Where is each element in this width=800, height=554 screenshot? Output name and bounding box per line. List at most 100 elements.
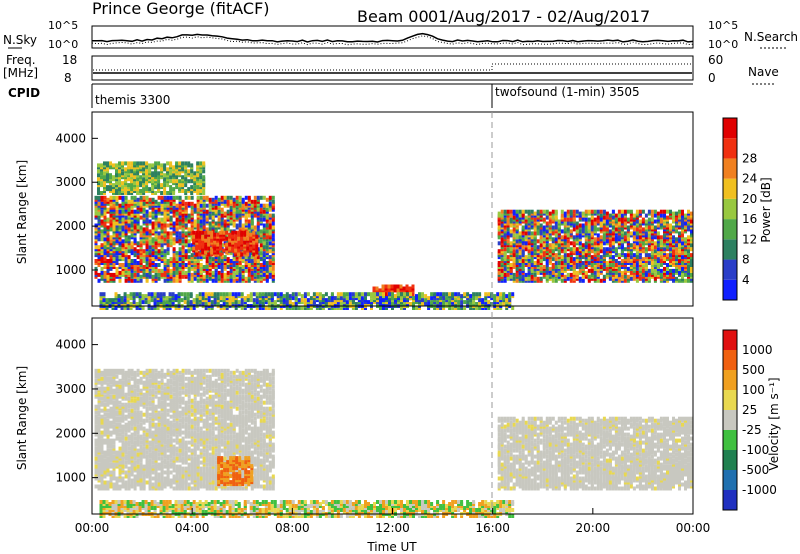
heatmap-cell [382, 306, 385, 310]
heatmap-cell [442, 292, 446, 297]
heatmap-cell [154, 272, 158, 277]
heatmap-cell [127, 259, 131, 263]
heatmap-cell [370, 292, 373, 297]
heatmap-cell [175, 237, 179, 242]
heatmap-cell [151, 197, 155, 202]
heatmap-cell [593, 274, 597, 279]
heatmap-cell [650, 213, 654, 218]
heatmap-cell [103, 227, 107, 232]
heatmap-cell [210, 230, 214, 235]
heatmap-cell [159, 292, 163, 297]
heatmap-cell [584, 249, 588, 254]
heatmap-cell [198, 230, 202, 235]
heatmap-cell [669, 247, 672, 252]
heatmap-cell [162, 300, 166, 305]
heatmap-cell [243, 240, 247, 245]
heatmap-cell [666, 209, 669, 214]
heatmap-cell [223, 265, 227, 269]
heatmap-cell [172, 221, 176, 226]
heatmap-cell [261, 302, 265, 306]
heatmap-cell [124, 243, 128, 248]
heatmap-cell [178, 205, 182, 210]
heatmap-cell [118, 195, 122, 200]
heatmap-cell [154, 221, 158, 226]
heatmap-cell [180, 298, 184, 303]
heatmap-cell [169, 201, 173, 206]
heatmap-cell [235, 223, 239, 228]
heatmap-cell [121, 185, 124, 190]
heatmap-cell [638, 219, 642, 224]
heatmap-cell [100, 175, 103, 180]
heatmap-cell [129, 292, 133, 297]
heatmap-cell [217, 201, 221, 206]
heatmap-cell [187, 195, 191, 200]
heatmap-cell [133, 247, 137, 252]
heatmap-cell [136, 197, 140, 202]
heatmap-cell [611, 255, 615, 260]
heatmap-cell [626, 225, 630, 230]
heatmap-cell [169, 175, 173, 180]
heatmap-cell [190, 201, 194, 206]
heatmap-cell [566, 209, 570, 214]
heatmap-cell [145, 213, 149, 218]
heatmap-cell [599, 278, 603, 283]
heatmap-cell [500, 268, 504, 273]
heatmap-cell [112, 203, 116, 208]
heatmap-cell [539, 249, 543, 254]
heatmap-cell [148, 259, 152, 263]
heatmap-cell [172, 253, 176, 258]
heatmap-cell [475, 292, 479, 297]
heatmap-cell [120, 296, 124, 301]
heatmap-cell [210, 292, 214, 297]
heatmap-cell [118, 169, 121, 174]
heatmap-cell [626, 274, 630, 279]
heatmap-cell [205, 274, 209, 279]
heatmap-cell [614, 217, 618, 222]
heatmap-cell [515, 266, 519, 271]
heatmap-cell [578, 223, 582, 228]
heatmap-cell [551, 257, 555, 262]
heatmap-cell [264, 306, 268, 310]
heatmap-cell [252, 298, 256, 303]
heatmap-cell [109, 185, 112, 190]
heatmap-cell [578, 241, 582, 246]
heatmap-cell [551, 278, 555, 283]
heatmap-cell [97, 173, 100, 178]
heatmap-cell [509, 223, 513, 228]
heatmap-cell [204, 302, 208, 306]
heatmap-cell [151, 221, 155, 226]
heatmap-cell [127, 161, 131, 166]
heatmap-cell [202, 265, 206, 269]
heatmap-cell [187, 169, 191, 174]
heatmap-cell [500, 213, 504, 218]
heatmap-cell [687, 227, 690, 232]
heatmap-cell [635, 263, 639, 267]
heatmap-cell [198, 292, 202, 297]
heatmap-cell [593, 217, 597, 222]
heatmap-cell [515, 235, 519, 240]
heatmap-cell [276, 292, 280, 297]
heatmap-cell [669, 268, 672, 273]
nave-label: Nave [748, 65, 779, 79]
heatmap-cell [130, 259, 134, 263]
heatmap-cell [202, 191, 206, 195]
heatmap-cell [279, 292, 283, 297]
heatmap-cell [614, 247, 618, 252]
heatmap-cell [247, 213, 251, 218]
heatmap-cell [647, 272, 651, 277]
heatmap-cell [187, 255, 191, 260]
heatmap-cell [126, 294, 130, 299]
heatmap-cell [608, 229, 612, 234]
heatmap-cell [584, 217, 588, 222]
heatmap-cell [256, 227, 260, 232]
heatmap-cell [641, 257, 645, 262]
heatmap-cell [204, 234, 208, 239]
heatmap-cell [246, 252, 250, 257]
heatmap-cell [666, 253, 669, 258]
heatmap-cell [163, 173, 167, 178]
heatmap-cell [659, 213, 663, 218]
heatmap-cell [472, 300, 476, 305]
heatmap-cell [175, 185, 179, 190]
heatmap-cell [539, 255, 543, 260]
heatmap-cell [205, 195, 209, 200]
